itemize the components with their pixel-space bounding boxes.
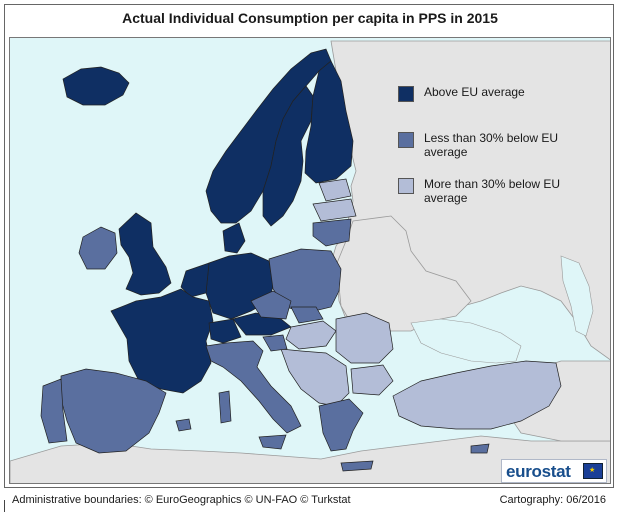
country-spain — [60, 368, 167, 454]
country-balearic — [175, 418, 192, 432]
country-greece — [318, 398, 364, 452]
country-crete — [340, 460, 374, 472]
country-slovakia — [290, 306, 324, 324]
europe-map — [10, 38, 610, 483]
country-iceland — [62, 66, 130, 106]
map-legend: Above EU average Less than 30% below EU … — [398, 85, 598, 224]
eu-flag-icon: ★ — [583, 463, 603, 479]
country-switzerland — [208, 318, 242, 344]
caspian-sea — [560, 255, 594, 337]
country-lithuania — [312, 218, 352, 247]
legend-item-more30: More than 30% below EU average — [398, 177, 598, 224]
footer-cartography: Cartography: 06/2016 — [499, 494, 606, 506]
eurostat-logo: eurostat ★ — [501, 459, 607, 483]
country-denmark — [222, 222, 246, 254]
map-title: Actual Individual Consumption per capita… — [122, 10, 498, 26]
country-hungary — [285, 320, 337, 350]
black-sea — [410, 318, 522, 364]
country-finland — [304, 60, 354, 184]
country-czech — [250, 290, 292, 320]
logo-text: eurostat — [506, 462, 571, 481]
country-balkans — [280, 348, 350, 407]
legend-label: Less than 30% below EU average — [424, 131, 559, 159]
footer-attribution: Administrative boundaries: © EuroGeograp… — [12, 494, 351, 506]
country-turkey — [392, 360, 562, 430]
legend-label: Above EU average — [424, 85, 525, 99]
map-area — [9, 37, 611, 484]
divider — [4, 500, 5, 512]
legend-swatch — [398, 178, 414, 194]
country-ireland — [78, 226, 118, 270]
region-north-africa — [10, 435, 610, 483]
country-slovenia — [262, 334, 288, 352]
country-cyprus — [470, 443, 490, 454]
country-sweden — [262, 85, 314, 227]
legend-item-above: Above EU average — [398, 85, 598, 132]
country-italy — [205, 340, 302, 434]
country-bulgaria — [350, 364, 394, 396]
country-uk — [118, 212, 172, 296]
legend-swatch — [398, 132, 414, 148]
country-sicily — [258, 434, 287, 450]
legend-label: More than 30% below EU average — [424, 177, 561, 205]
legend-item-less30: Less than 30% below EU average — [398, 131, 598, 178]
country-latvia — [312, 198, 357, 222]
country-romania — [335, 312, 394, 364]
country-netherlands-belgium — [180, 262, 210, 298]
country-portugal — [40, 378, 68, 444]
country-sardinia — [218, 390, 232, 424]
country-estonia — [318, 178, 352, 202]
legend-swatch — [398, 86, 414, 102]
